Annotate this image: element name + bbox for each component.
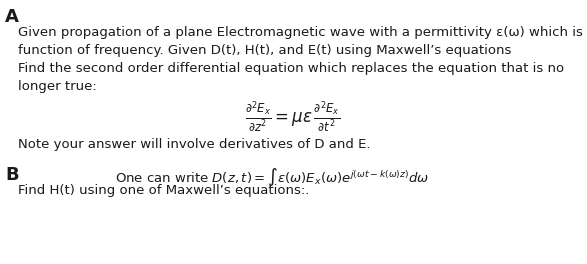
Text: Find the second order differential equation which replaces the equation that is : Find the second order differential equat… [18,62,564,75]
Text: Given propagation of a plane Electromagnetic wave with a permittivity ε(ω) which: Given propagation of a plane Electromagn… [18,26,587,39]
Text: A: A [5,8,19,26]
Text: $\frac{\partial^2 E_x}{\partial z^2} = \mu\varepsilon\, \frac{\partial^2 E_x}{\p: $\frac{\partial^2 E_x}{\partial z^2} = \… [245,100,340,134]
Text: function of frequency. Given D(t), H(t), and E(t) using Maxwell’s equations: function of frequency. Given D(t), H(t),… [18,44,511,57]
Text: longer true:: longer true: [18,80,97,93]
Text: B: B [5,166,19,184]
Text: Note your answer will involve derivatives of D and E.: Note your answer will involve derivative… [18,138,370,151]
Text: One can write $D(z, t) = \int \varepsilon(\omega)E_x(\omega)e^{j(\omega t - k(\o: One can write $D(z, t) = \int \varepsilo… [115,166,429,188]
Text: Find H(t) using one of Maxwell’s equations:.: Find H(t) using one of Maxwell’s equatio… [18,184,309,197]
